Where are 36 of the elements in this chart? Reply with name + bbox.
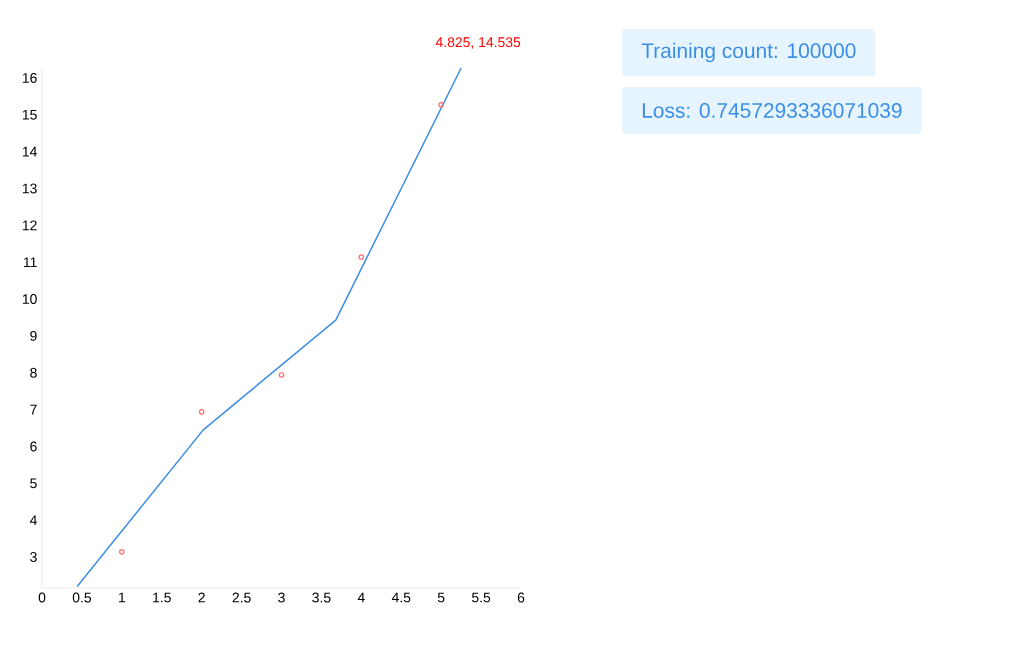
y-tick-label: 13 <box>22 183 37 194</box>
y-tick-label: 12 <box>22 220 37 231</box>
y-tick-label: 15 <box>22 109 37 120</box>
point <box>278 372 285 378</box>
x-tick-label: 4.5 <box>391 592 411 603</box>
y-tick-label: 7 <box>30 404 37 415</box>
point <box>119 549 125 555</box>
x-tick-label: 5 <box>437 592 445 603</box>
x-tick-label: 2.5 <box>232 592 251 603</box>
y-tick-label: 9 <box>30 330 37 341</box>
point <box>438 102 444 108</box>
point <box>358 254 365 260</box>
y-tick-label: 14 <box>22 146 37 157</box>
y-tick-label: 6 <box>30 441 37 452</box>
y-tick-label: 16 <box>22 72 37 83</box>
y-tick-label: 11 <box>23 257 37 267</box>
x-tick-label: 1 <box>119 592 126 603</box>
y-tick-label: 3 <box>30 552 37 562</box>
x-tick-label: 4 <box>357 592 365 603</box>
text: Training count: 100000 <box>641 42 856 63</box>
x-tick-label: 6 <box>517 592 525 603</box>
x-tick-label: 3.5 <box>312 592 331 603</box>
point <box>198 409 205 415</box>
y-tick-label: 8 <box>30 367 37 378</box>
x-tick-label: 5.5 <box>471 592 491 603</box>
y-tick-label: 10 <box>22 294 37 304</box>
line-series <box>76 67 462 588</box>
x-tick-label: 3 <box>278 592 285 603</box>
y-tick-label: 5 <box>30 478 37 489</box>
y-tick-label: 4 <box>29 515 37 525</box>
x-tick-label: 1.5 <box>153 592 171 603</box>
text: Loss: 0.7457293336071039 <box>642 103 902 118</box>
x-tick-label: 0.5 <box>72 592 92 603</box>
x-tick-label: 0 <box>38 592 46 603</box>
text: 4.825, 14.535 <box>435 37 521 49</box>
x-tick-label: 2 <box>198 592 205 603</box>
